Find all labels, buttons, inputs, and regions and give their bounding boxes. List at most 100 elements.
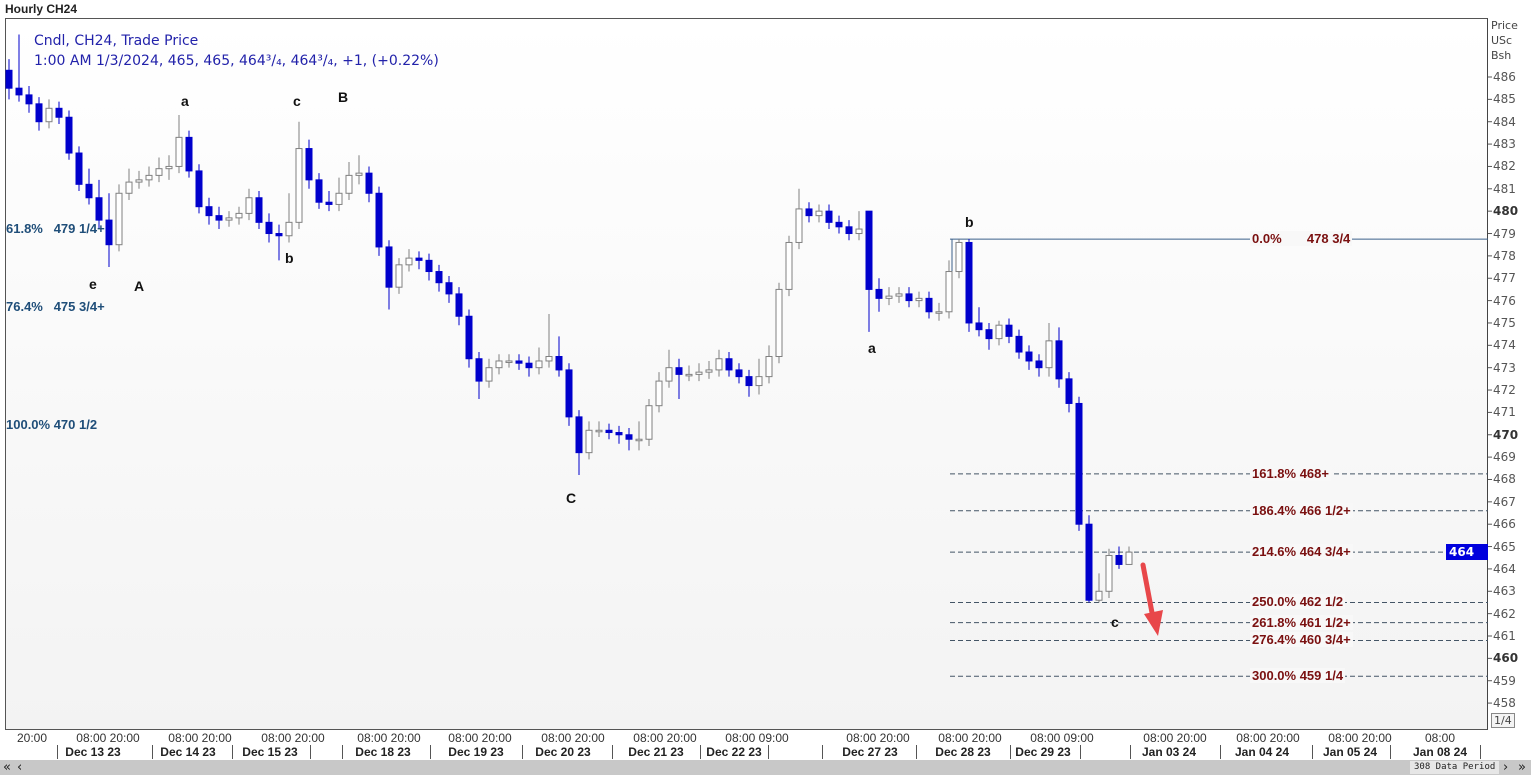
fib-retracement-label: 61.8% 479 1/4+ xyxy=(6,220,105,236)
x-date-label: Jan 08 24 xyxy=(1412,745,1468,759)
x-date-separator xyxy=(1080,745,1081,759)
y-tick-label: 467 xyxy=(1493,494,1516,509)
candle-body xyxy=(655,380,663,407)
candle-body xyxy=(35,103,43,123)
y-tick-label: 459 xyxy=(1493,673,1516,688)
x-time-label: 08:00 20:00 xyxy=(261,731,325,745)
candle-body xyxy=(175,136,183,167)
wave-label: c xyxy=(293,93,301,109)
x-date-label: Jan 04 24 xyxy=(1234,745,1290,759)
x-time-label: 08:00 20:00 xyxy=(76,731,140,745)
x-date-separator xyxy=(1220,745,1221,759)
x-date-separator xyxy=(1130,745,1131,759)
candle-body xyxy=(905,293,913,302)
candle-body xyxy=(715,358,723,371)
candle-body xyxy=(1065,378,1073,404)
x-date-separator xyxy=(1480,745,1481,759)
x-date-separator xyxy=(522,745,523,759)
x-date-separator xyxy=(1312,745,1313,759)
candle-body xyxy=(185,136,193,172)
plot-area[interactable] xyxy=(5,18,1488,730)
candle-body xyxy=(305,148,313,181)
fib-level-label: 161.8% 468+ xyxy=(1250,465,1331,481)
candle-body xyxy=(845,226,853,235)
y-tick-label: 460 xyxy=(1493,651,1519,666)
candle-body xyxy=(865,210,873,290)
y-unit-line: Bsh xyxy=(1491,49,1512,62)
y-tick-label: 468 xyxy=(1493,472,1516,487)
candle-body xyxy=(425,259,433,273)
candle-body xyxy=(1055,340,1063,380)
scroll-last-button[interactable]: » xyxy=(1518,760,1526,775)
candle-body xyxy=(455,293,463,317)
x-date-separator xyxy=(430,745,431,759)
x-time-label: 08:00 09:00 xyxy=(725,731,789,745)
x-time-label: 08:00 20:00 xyxy=(541,731,605,745)
x-date-separator xyxy=(342,745,343,759)
x-time-label: 08:00 20:00 xyxy=(168,731,232,745)
candle-body xyxy=(235,212,243,219)
candle-body xyxy=(745,376,753,387)
wave-label: a xyxy=(868,340,876,356)
candle-body xyxy=(475,358,483,382)
candle-body xyxy=(1015,335,1023,353)
y-tick-label: 458 xyxy=(1493,696,1516,711)
candle-body xyxy=(585,429,593,454)
candle-body xyxy=(395,264,403,288)
candle-body xyxy=(925,297,933,313)
candle-body xyxy=(795,208,803,243)
wave-label: b xyxy=(965,214,974,230)
candle-body xyxy=(825,210,833,223)
x-date-label: Jan 03 24 xyxy=(1141,745,1197,759)
candle-body xyxy=(285,221,293,237)
x-date-label: Dec 15 23 xyxy=(242,745,298,759)
candle-body xyxy=(375,192,383,248)
x-time-label: 08:00 20:00 xyxy=(448,731,512,745)
wave-label: a xyxy=(181,93,189,109)
y-tick-label: 481 xyxy=(1493,181,1516,196)
scroll-prev-button[interactable]: ‹ xyxy=(17,760,23,775)
candle-body xyxy=(735,369,743,378)
candle-body xyxy=(835,221,843,228)
x-date-label: Dec 21 23 xyxy=(628,745,684,759)
y-tick-label: 483 xyxy=(1493,137,1516,152)
fraction-button[interactable]: 1/4 xyxy=(1491,713,1515,728)
y-tick-label: 478 xyxy=(1493,248,1516,263)
candle-body xyxy=(1125,551,1133,565)
current-price-marker: 464 xyxy=(1446,544,1488,561)
scroll-first-button[interactable]: « xyxy=(3,760,11,775)
y-axis-unit: Price USc Bsh xyxy=(1491,18,1518,63)
x-date-label: Jan 05 24 xyxy=(1322,745,1378,759)
x-date-separator xyxy=(612,745,613,759)
x-time-label: 08:00 09:00 xyxy=(1030,731,1094,745)
y-tick-label: 485 xyxy=(1493,92,1516,107)
y-unit-line: USc xyxy=(1491,34,1513,47)
x-time-label: 08:00 20:00 xyxy=(357,731,421,745)
scroll-next-button[interactable]: › xyxy=(1503,760,1509,775)
data-period-label[interactable]: 308 Data Period xyxy=(1410,761,1500,774)
y-tick-label: 465 xyxy=(1493,539,1516,554)
candle-body xyxy=(995,324,1003,340)
candle-body xyxy=(95,197,103,221)
candle-body xyxy=(265,221,273,235)
candle-body xyxy=(25,94,33,105)
candle-body xyxy=(665,367,673,382)
candle-body xyxy=(135,179,143,183)
candle-body xyxy=(1035,360,1043,369)
candle-body xyxy=(245,197,253,214)
candle-body xyxy=(1085,523,1093,601)
candle-body xyxy=(75,152,83,185)
candle-body xyxy=(1105,555,1113,592)
candle-body xyxy=(495,360,503,369)
legend-ohlc: 1:00 AM 1/3/2024, 465, 465, 464³/₄, 464³… xyxy=(34,53,439,69)
y-tick-label: 463 xyxy=(1493,584,1516,599)
candle-body xyxy=(295,148,303,223)
fib-level-label: 214.6% 464 3/4+ xyxy=(1250,544,1353,560)
candle-body xyxy=(775,288,783,358)
x-date-label: Dec 20 23 xyxy=(535,745,591,759)
candle-body xyxy=(145,174,153,181)
horizontal-scrollbar[interactable]: « ‹ 308 Data Period › » xyxy=(0,760,1531,775)
candle-body xyxy=(815,210,823,217)
y-tick-label: 464 xyxy=(1493,561,1516,576)
candle-body xyxy=(355,172,363,176)
